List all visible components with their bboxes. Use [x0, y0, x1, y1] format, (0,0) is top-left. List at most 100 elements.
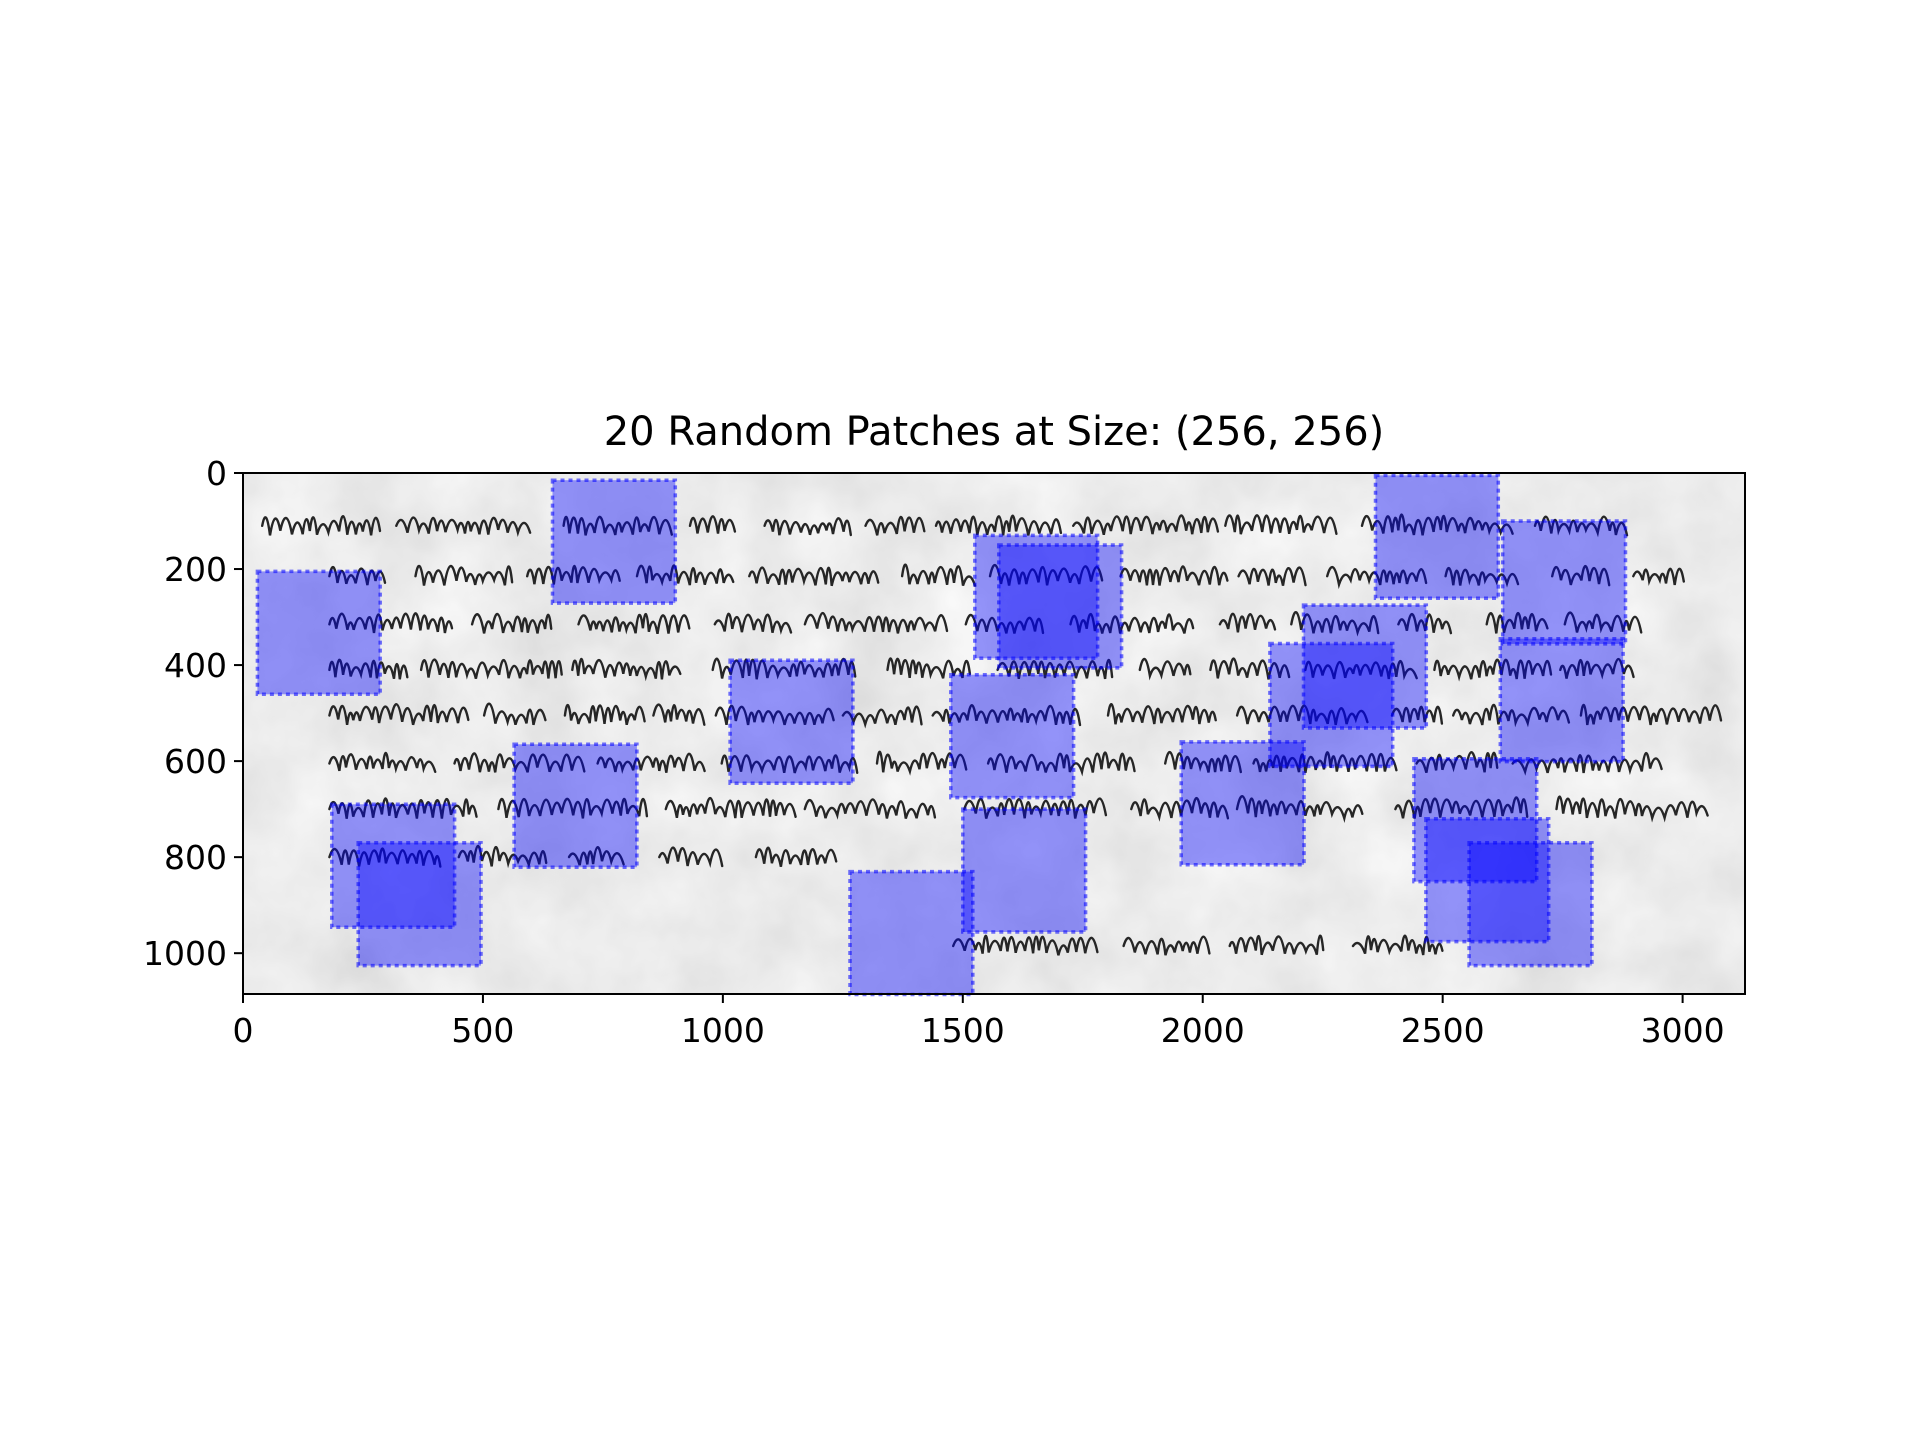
patch-10: [728, 658, 855, 785]
patch-15: [356, 840, 483, 968]
handwriting-word: [1252, 751, 1398, 774]
handwriting-word: [1119, 565, 1229, 586]
x-tick-label: 1000: [681, 1011, 765, 1050]
patch-3: [973, 533, 1100, 661]
handwriting-word: [1511, 751, 1663, 776]
handwriting-word: [328, 847, 442, 868]
handwriting-word: [658, 846, 724, 868]
handwriting-word: [1397, 612, 1453, 635]
patch-16: [961, 807, 1088, 934]
chart-title: 20 Random Patches at Size: (256, 256): [604, 409, 1385, 455]
handwriting-word: [841, 705, 923, 729]
handwriting-word: [1632, 567, 1685, 586]
handwriting-word: [1138, 657, 1192, 681]
x-tick-label: 500: [451, 1011, 514, 1050]
patch-5: [1373, 473, 1501, 601]
manuscript-image: [243, 473, 1745, 994]
y-tick-label: 400: [164, 646, 227, 685]
handwriting-word: [720, 754, 859, 775]
handwriting-word: [328, 566, 387, 586]
handwriting-word: [1304, 659, 1418, 681]
handwriting-word: [1444, 566, 1520, 588]
x-tick-label: 2000: [1161, 1011, 1245, 1050]
handwriting-word: [1228, 934, 1325, 956]
handwriting-word: [864, 515, 926, 536]
handwriting-word: [664, 796, 797, 819]
handwriting-word: [414, 564, 514, 586]
handwriting-word: [1394, 796, 1529, 819]
handwriting-word: [1164, 751, 1242, 774]
handwriting-word: [1563, 611, 1643, 634]
handwriting-word: [328, 658, 409, 680]
patch-12: [512, 742, 639, 869]
handwriting-word: [1235, 795, 1364, 823]
handwriting-word: [1069, 612, 1195, 634]
y-tick-label: 0: [206, 454, 227, 493]
patch-2: [550, 478, 678, 605]
handwriting-word: [571, 657, 682, 682]
plot-frame: [242, 472, 1746, 995]
handwriting-word: [964, 613, 1045, 635]
patch-7: [1301, 603, 1429, 730]
handwriting-word: [395, 516, 532, 537]
handwriting-word: [803, 798, 937, 820]
handwriting-word: [1579, 703, 1723, 726]
handwriting-word: [963, 797, 1108, 819]
handwriting-word: [1218, 612, 1277, 633]
y-tick-label: 200: [164, 550, 227, 589]
handwriting-word: [714, 704, 835, 726]
handwriting-word: [1122, 935, 1211, 956]
patch-13: [1179, 740, 1306, 867]
handwriting-word: [711, 657, 857, 680]
patch-20: [1467, 840, 1594, 968]
handwriting-word: [526, 564, 621, 585]
handwriting-word: [328, 751, 437, 774]
handwriting-word: [457, 844, 548, 870]
handwriting-word: [328, 703, 470, 726]
patch-19: [1424, 816, 1551, 944]
x-tick-label: 0: [233, 1011, 254, 1050]
handwriting-word: [1555, 795, 1709, 823]
patch-9: [1498, 636, 1625, 764]
handwriting-word: [419, 658, 563, 680]
handwriting-word: [652, 703, 706, 726]
handwriting-word: [934, 514, 1063, 536]
handwriting-word: [1551, 564, 1611, 587]
handwriting-word: [1360, 513, 1514, 537]
patch-6: [1500, 519, 1628, 646]
handwriting-word: [261, 515, 382, 537]
handwriting-word: [748, 566, 880, 587]
handwriting-word: [688, 515, 737, 534]
handwriting-word: [988, 564, 1104, 586]
handwriting-word: [1485, 611, 1549, 634]
handwriting-word: [1533, 515, 1629, 538]
handwriting-word: [763, 517, 852, 537]
x-axis: 0 500 1000 1500 2000 2500 3000: [233, 994, 1725, 1050]
x-tick-label: 1500: [921, 1011, 1005, 1050]
y-tick-label: 1000: [143, 934, 227, 973]
y-tick-label: 600: [164, 742, 227, 781]
handwriting-word: [1452, 703, 1571, 728]
patch-8: [1268, 641, 1395, 769]
handwriting-word: [482, 702, 547, 727]
handwriting-word: [754, 846, 838, 867]
y-axis: 0 200 400 600 800 1000: [143, 454, 243, 973]
handwriting-word: [1237, 566, 1307, 587]
handwriting-word: [567, 846, 625, 867]
x-tick-label: 2500: [1401, 1011, 1485, 1050]
handwriting-word: [1209, 657, 1291, 680]
handwriting-word: [886, 657, 972, 680]
handwriting-word: [1106, 703, 1217, 725]
handwriting-word: [1390, 705, 1444, 725]
patch-1: [255, 569, 382, 697]
handwriting-word: [875, 750, 968, 776]
handwriting-word: [328, 612, 454, 634]
patch-14: [330, 802, 457, 929]
handwriting-word: [1326, 565, 1428, 590]
y-tick-label: 800: [164, 838, 227, 877]
handwriting-word: [986, 751, 1136, 777]
handwriting-word: [1351, 934, 1444, 956]
handwriting-strokes: [261, 513, 1723, 956]
